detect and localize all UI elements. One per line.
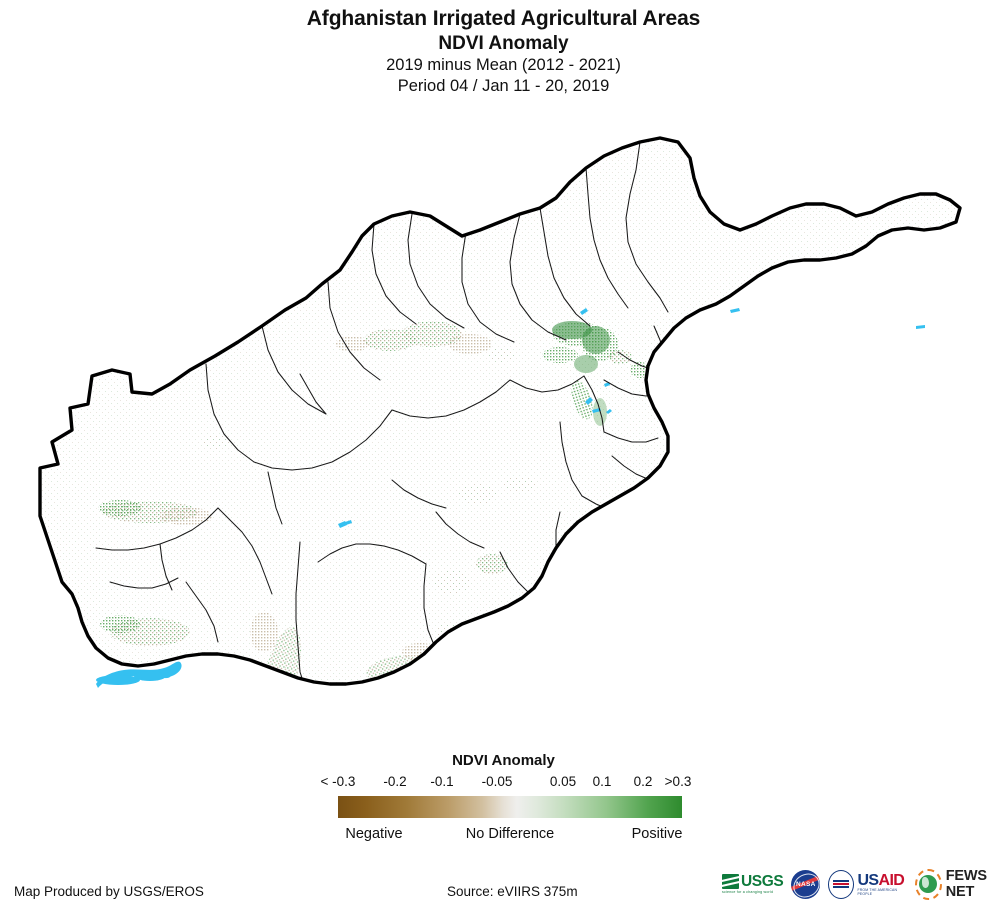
title-block: Afghanistan Irrigated Agricultural Areas… [0, 6, 1007, 97]
fews-net-logo: FEWS NET [915, 868, 1007, 900]
usaid-seal-icon [828, 869, 855, 899]
legend-tick-0: < -0.3 [320, 774, 356, 789]
fews-globe-icon [915, 868, 942, 900]
water-bodies [96, 308, 925, 688]
fews-net-wordmark: FEWS NET [945, 868, 987, 900]
usgs-tagline: science for a changing world [722, 890, 774, 894]
legend-tick-7: >0.3 [664, 774, 692, 789]
usaid-logo: USAID FROM THE AMERICAN PEOPLE [828, 868, 907, 900]
nasa-logo: NASA [791, 868, 821, 900]
legend-label-no-difference: No Difference [465, 826, 555, 842]
legend-label-positive: Positive [631, 826, 683, 842]
nasa-wordmark: NASA [796, 880, 816, 888]
legend-tick-2: -0.1 [430, 774, 454, 789]
nasa-meatball-icon: NASA [791, 869, 821, 899]
agency-logos: USGS science for a changing world NASA U… [722, 864, 1007, 904]
legend-category-labels: Negative No Difference Positive [0, 826, 1007, 846]
map-credit: Map Produced by USGS/EROS [14, 884, 204, 899]
legend-tick-1: -0.2 [383, 774, 407, 789]
page-title: Afghanistan Irrigated Agricultural Areas [306, 7, 701, 30]
legend-tick-4: 0.05 [549, 774, 577, 789]
afghanistan-map-svg[interactable] [0, 112, 1007, 737]
usaid-tagline: FROM THE AMERICAN PEOPLE [857, 887, 898, 896]
dekad-period: Period 04 / Jan 11 - 20, 2019 [397, 77, 610, 95]
usgs-wave-icon [722, 874, 739, 889]
legend-tick-labels: < -0.3 -0.2 -0.1 -0.05 0.05 0.1 0.2 >0.3 [0, 774, 1007, 792]
footer: Map Produced by USGS/EROS Source: eVIIRS… [0, 858, 1007, 912]
usaid-wordmark: USAID [857, 871, 905, 889]
usgs-wordmark: USGS [741, 873, 784, 890]
legend-colorbar [338, 796, 682, 818]
legend-title: NDVI Anomaly [452, 752, 555, 769]
page-subtitle: NDVI Anomaly [438, 33, 569, 54]
usgs-logo: USGS science for a changing world [722, 868, 784, 900]
legend-tick-5: 0.1 [592, 774, 612, 789]
legend: NDVI Anomaly < -0.3 -0.2 -0.1 -0.05 0.05… [0, 752, 1007, 857]
legend-tick-3: -0.05 [481, 774, 513, 789]
map-canvas[interactable] [0, 112, 1007, 737]
nasa-orbit-icon [791, 869, 821, 899]
legend-label-negative: Negative [345, 826, 403, 842]
comparison-period: 2019 minus Mean (2012 - 2021) [386, 56, 621, 74]
data-source: Source: eVIIRS 375m [447, 884, 578, 899]
legend-tick-6: 0.2 [633, 774, 653, 789]
national-border [38, 136, 962, 686]
